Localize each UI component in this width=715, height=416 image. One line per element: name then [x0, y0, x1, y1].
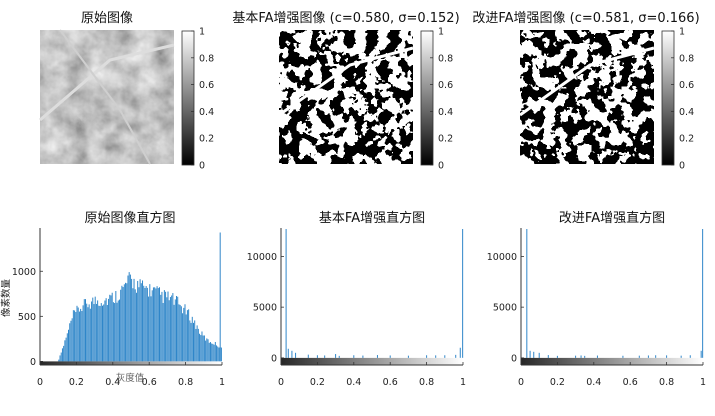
- y-tick-label: 0: [30, 357, 36, 368]
- title-basic-fa-histogram: 基本FA增强直方图: [319, 210, 425, 226]
- x-tick-label: 0.2: [310, 377, 325, 388]
- x-tick-label: 0.6: [623, 377, 638, 388]
- colorbar-tick-label: 0.8: [679, 53, 694, 64]
- x-tick-label: 0.4: [586, 377, 601, 388]
- title-improved-fa-image: 改进FA增强图像 (c=0.581, σ=0.166): [472, 11, 699, 26]
- colorbar-tick-label: 0.8: [438, 53, 453, 64]
- colorbar-tick-label: 0: [438, 161, 444, 172]
- histogram-original: 0 500 1000 0 0.2 0.4 0.6 0.8 1: [12, 228, 225, 388]
- y-tick-label: 500: [18, 312, 36, 323]
- x-tick-label: 0: [278, 377, 284, 388]
- ylabel-original-histogram: 像素数量: [0, 279, 12, 318]
- x-tick-label: 0.6: [142, 377, 157, 388]
- x-tick-label: 1: [219, 377, 225, 388]
- x-tick-label: 0: [518, 377, 524, 388]
- y-tick-label: 5000: [493, 303, 517, 314]
- gray-scale-strip: [521, 357, 703, 365]
- colorbar-tick-label: 0.4: [438, 107, 453, 118]
- colorbar-tick-label: 0.6: [199, 80, 214, 91]
- y-tick-label: 0: [511, 353, 517, 364]
- x-tick-label: 0.8: [178, 377, 193, 388]
- x-tick-label: 0.6: [383, 377, 398, 388]
- histogram-basic-fa: 0 5000 10000 0 0.2 0.4 0.6 0.8 1: [247, 228, 466, 388]
- x-tick-label: 1: [460, 377, 466, 388]
- colorbar-tick-label: 0.2: [679, 134, 694, 145]
- colorbar-tick-label: 0: [679, 161, 685, 172]
- colorbar-tick-label: 1: [199, 27, 205, 38]
- title-original-image: 原始图像: [81, 11, 133, 26]
- colorbar-tick-label: 0.8: [199, 53, 214, 64]
- x-tick-label: 0.8: [419, 377, 434, 388]
- y-tick-label: 10000: [247, 252, 277, 263]
- colorbar-tick-label: 0.6: [438, 80, 453, 91]
- colorbar-tick-label: 1: [438, 27, 444, 38]
- colorbar-ticks-improved-fa: 0 0.2 0.4 0.6 0.8 1: [671, 27, 694, 172]
- colorbar-tick-label: 1: [679, 27, 685, 38]
- colorbar-tick-label: 0: [199, 161, 205, 172]
- x-tick-label: 0.2: [69, 377, 84, 388]
- y-tick-label: 1000: [12, 267, 36, 278]
- x-tick-label: 0.4: [346, 377, 361, 388]
- y-tick-label: 5000: [253, 303, 277, 314]
- colorbar-tick-label: 0.6: [679, 80, 694, 91]
- colorbar-basic-fa: [420, 30, 434, 166]
- colorbar-ticks-original: 0 0.2 0.4 0.6 0.8 1: [191, 27, 214, 172]
- original-image: [39, 29, 175, 165]
- title-basic-fa-image: 基本FA增强图像 (c=0.580, σ=0.152): [232, 11, 459, 26]
- x-tick-label: 0.2: [550, 377, 565, 388]
- title-improved-fa-histogram: 改进FA增强直方图: [559, 210, 665, 226]
- y-tick-label: 10000: [487, 252, 517, 263]
- basic-fa-image: [278, 30, 414, 164]
- x-tick-label: 0.8: [659, 377, 674, 388]
- x-tick-label: 0.4: [105, 377, 120, 388]
- colorbar-improved-fa: [661, 30, 675, 166]
- histogram-improved-fa: 0 5000 10000 0 0.2 0.4 0.6 0.8 1: [487, 228, 706, 388]
- colorbar-tick-label: 0.4: [199, 107, 214, 118]
- x-tick-label: 0: [37, 377, 43, 388]
- colorbar-tick-label: 0.2: [438, 134, 453, 145]
- gray-scale-strip: [40, 361, 222, 365]
- improved-fa-image: [519, 30, 655, 164]
- colorbar-ticks-basic-fa: 0 0.2 0.4 0.6 0.8 1: [430, 27, 453, 172]
- xlabel-original-histogram: 灰度值: [116, 372, 145, 384]
- y-tick-label: 0: [271, 353, 277, 364]
- title-original-histogram: 原始图像直方图: [84, 210, 175, 226]
- gray-scale-strip: [281, 357, 463, 365]
- x-tick-label: 1: [700, 377, 706, 388]
- colorbar-tick-label: 0.2: [199, 134, 214, 145]
- colorbar-original: [181, 30, 195, 166]
- colorbar-tick-label: 0.4: [679, 107, 694, 118]
